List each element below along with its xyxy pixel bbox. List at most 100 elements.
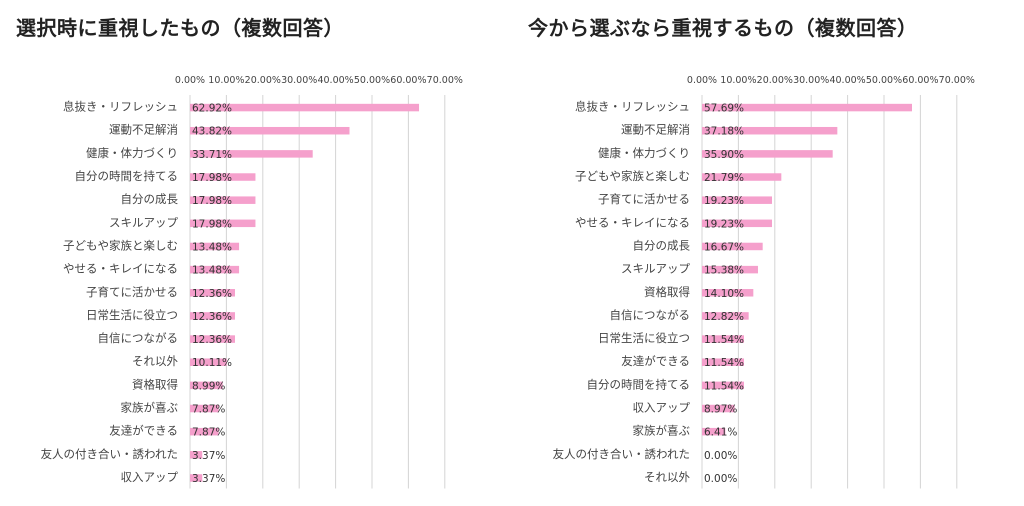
- data-label: 0.00%: [704, 450, 737, 462]
- data-label: 12.36%: [192, 288, 232, 300]
- x-tick-label: 10.00%: [208, 75, 244, 86]
- category-label: 子育てに活かせる: [86, 285, 178, 299]
- category-label: 友達ができる: [109, 424, 178, 438]
- bar: [190, 474, 203, 482]
- bar: [190, 219, 256, 228]
- bar: [190, 196, 256, 204]
- bar: [702, 126, 838, 135]
- bar: [190, 427, 219, 436]
- bar: [702, 312, 749, 320]
- bar: [190, 103, 420, 112]
- category-label: 家族が喜ぶ: [633, 424, 691, 438]
- chart-title: 選択時に重視したもの（複数回答）: [16, 16, 344, 40]
- data-label: 14.10%: [704, 288, 744, 300]
- data-label: 19.23%: [704, 218, 744, 230]
- bar: [190, 126, 350, 135]
- data-label: 62.92%: [192, 103, 232, 115]
- category-label: 日常生活に役立つ: [598, 331, 690, 345]
- category-label: 日常生活に役立つ: [86, 308, 178, 322]
- category-label: 健康・体力づくり: [598, 146, 690, 160]
- category-label: それ以外: [132, 354, 178, 368]
- bar: [190, 404, 219, 413]
- data-label: 13.48%: [192, 241, 232, 253]
- category-label: 資格取得: [132, 377, 178, 391]
- data-label: 11.54%: [704, 357, 744, 369]
- data-label: 8.99%: [192, 380, 225, 392]
- data-label: 16.67%: [704, 241, 744, 253]
- category-label: 収入アップ: [121, 470, 179, 484]
- data-label: 13.48%: [192, 265, 232, 277]
- x-tick-label: 70.00%: [427, 75, 463, 86]
- bar: [702, 358, 745, 366]
- bar: [190, 381, 223, 390]
- category-label: 子どもや家族と楽しむ: [63, 238, 178, 252]
- category-label: 自分の成長: [633, 238, 691, 252]
- x-tick-label: 40.00%: [829, 75, 865, 86]
- bar: [190, 173, 256, 181]
- category-label: スキルアップ: [109, 215, 178, 229]
- bar: [702, 242, 763, 251]
- x-tick-label: 70.00%: [939, 75, 975, 86]
- data-label: 17.98%: [192, 218, 232, 230]
- category-label: 資格取得: [644, 285, 690, 299]
- x-tick-label: 0.00%: [687, 75, 717, 86]
- x-tick-label: 0.00%: [175, 75, 205, 86]
- category-label: 自信につながる: [98, 331, 179, 345]
- data-label: 3.37%: [192, 450, 225, 462]
- bar: [702, 381, 745, 390]
- bar-chart-svg: 0.00% 10.00% 20.00% 30.00% 40.00% 50.00% 60.00…: [41, 75, 463, 489]
- category-label: 友人の付き合い・誘われた: [41, 447, 178, 461]
- bar: [190, 335, 235, 343]
- x-tick-label: 50.00%: [866, 75, 902, 86]
- bar: [190, 312, 235, 320]
- category-label: 自分の時間を持てる: [75, 169, 179, 183]
- x-tick-label: 20.00%: [245, 75, 281, 86]
- category-label: スキルアップ: [621, 262, 690, 276]
- bar: [190, 451, 203, 459]
- category-label: やせる・キレイになる: [575, 215, 690, 229]
- category-label: 運動不足解消: [621, 123, 690, 137]
- bar: [190, 242, 240, 251]
- bar: [702, 150, 833, 158]
- bar: [190, 150, 313, 158]
- category-label: やせる・キレイになる: [63, 262, 178, 276]
- bar: [702, 335, 745, 343]
- data-label: 17.98%: [192, 195, 232, 207]
- category-label: 子どもや家族と楽しむ: [575, 169, 690, 183]
- category-label: 運動不足解消: [109, 123, 178, 137]
- bar: [702, 103, 912, 112]
- data-label: 17.98%: [192, 172, 232, 184]
- bar: [702, 427, 726, 436]
- data-label: 12.36%: [192, 311, 232, 323]
- data-label: 19.23%: [704, 195, 744, 207]
- x-tick-label: 30.00%: [281, 75, 317, 86]
- x-tick-label: 10.00%: [720, 75, 756, 86]
- category-label: 収入アップ: [633, 401, 691, 415]
- data-label: 12.82%: [704, 311, 744, 323]
- bar: [190, 289, 235, 297]
- chart-panel-right: 今から選ぶなら重視するもの（複数回答） 0.00% 10.00% 20.00% 30.…: [512, 0, 1024, 506]
- bar: [702, 173, 782, 181]
- x-tick-label: 20.00%: [757, 75, 793, 86]
- category-label: 友人の付き合い・誘われた: [553, 447, 690, 461]
- data-label: 3.37%: [192, 473, 225, 485]
- data-label: 43.82%: [192, 126, 232, 138]
- bar: [702, 219, 772, 228]
- x-tick-label: 40.00%: [317, 75, 353, 86]
- x-tick-label: 30.00%: [793, 75, 829, 86]
- data-label: 6.41%: [704, 427, 737, 439]
- bar: [702, 196, 772, 204]
- data-label: 0.00%: [704, 473, 737, 485]
- category-label: 自分の成長: [121, 192, 179, 206]
- bar: [190, 358, 227, 366]
- category-label: 息抜き・リフレッシュ: [575, 100, 690, 114]
- x-tick-label: 60.00%: [390, 75, 426, 86]
- chart-title: 今から選ぶなら重視するもの（複数回答）: [528, 16, 918, 40]
- bar: [702, 265, 758, 274]
- data-label: 11.54%: [704, 380, 744, 392]
- x-tick-label: 60.00%: [902, 75, 938, 86]
- data-label: 7.87%: [192, 427, 225, 439]
- data-label: 57.69%: [704, 103, 744, 115]
- category-label: 友達ができる: [621, 354, 690, 368]
- data-label: 11.54%: [704, 334, 744, 346]
